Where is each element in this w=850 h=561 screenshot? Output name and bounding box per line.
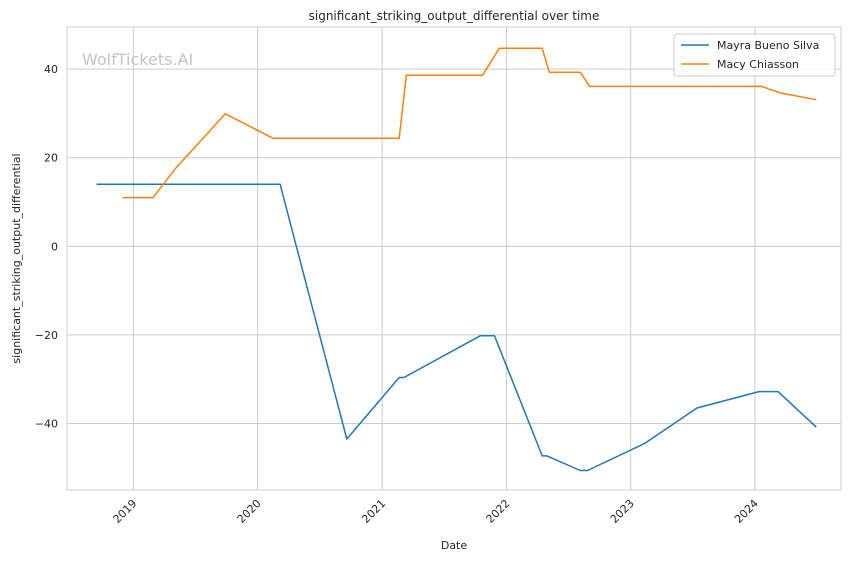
x-tick-label: 2019 [111,497,140,526]
x-axis-ticks: 2019 2020 2021 2022 2023 2024 [111,497,762,526]
series-line-macy-chiasson [122,47,817,199]
watermark: WolfTickets.AI [82,50,193,69]
y-tick-label: 0 [51,240,58,253]
x-tick-label: 2023 [608,497,637,526]
series-line-mayra-bueno-silva [96,183,817,472]
y-axis-label: significant_striking_output_differential [10,153,23,363]
legend-entry-label: Mayra Bueno Silva [717,39,819,52]
series-layer [96,47,817,472]
y-tick-label: 20 [44,152,58,165]
plot-area [66,26,842,491]
x-tick-label: 2022 [484,497,513,526]
legend-entry-label: Macy Chiasson [717,58,799,71]
x-tick-label: 2024 [732,497,761,526]
legend: Mayra Bueno Silva Macy Chiasson [673,33,836,77]
x-axis-label: Date [441,539,468,552]
y-tick-label: 40 [44,63,58,76]
chart-title: significant_striking_output_differential… [309,9,600,23]
x-tick-label: 2020 [235,497,264,526]
y-axis-ticks: 40 20 0 −20 −40 [35,63,58,430]
y-tick-label: −20 [35,329,58,342]
y-tick-label: −40 [35,418,58,431]
x-tick-label: 2021 [359,497,388,526]
legend-box [673,33,836,77]
grid-lines [67,27,841,490]
